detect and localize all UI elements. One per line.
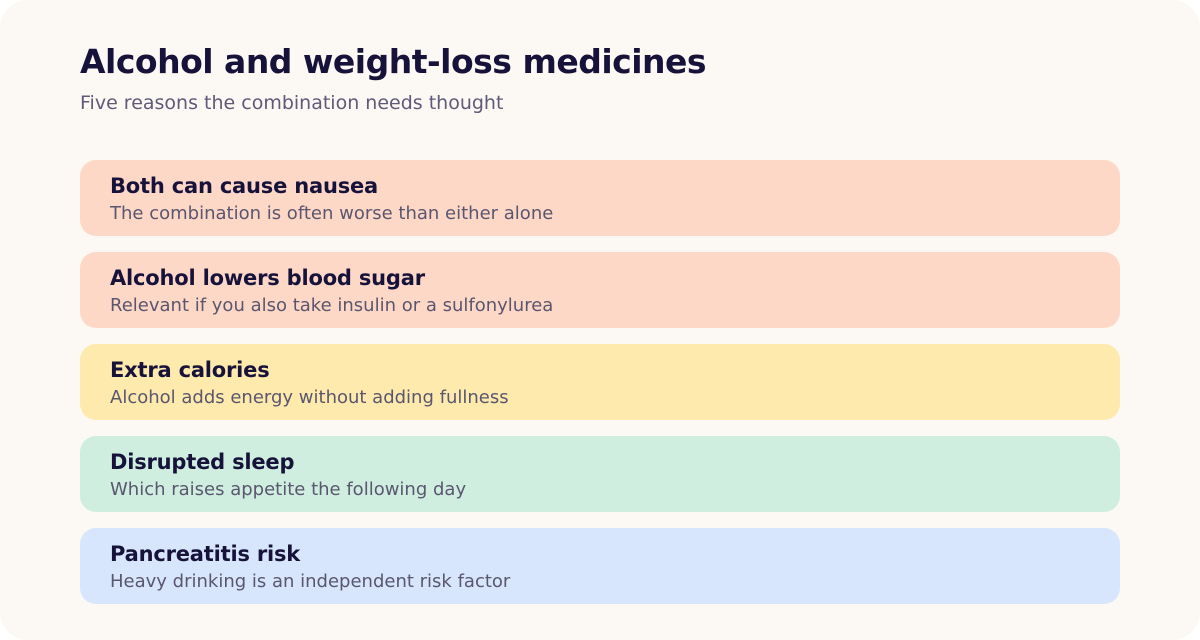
list-item-calories: Extra calories Alcohol adds energy witho… bbox=[80, 344, 1120, 420]
list-item-title: Both can cause nausea bbox=[110, 174, 379, 198]
list-item-blood-sugar: Alcohol lowers blood sugar Relevant if y… bbox=[80, 252, 1120, 328]
list-item-title: Pancreatitis risk bbox=[110, 542, 301, 566]
reasons-list: Both can cause nausea The combination is… bbox=[80, 160, 1120, 604]
list-item-description: Which raises appetite the following day bbox=[110, 479, 467, 500]
list-item-description: Alcohol adds energy without adding fulln… bbox=[110, 387, 509, 408]
page-subtitle: Five reasons the combination needs thoug… bbox=[80, 92, 504, 114]
list-item-pancreatitis: Pancreatitis risk Heavy drinking is an i… bbox=[80, 528, 1120, 604]
list-item-description: Heavy drinking is an independent risk fa… bbox=[110, 571, 511, 592]
list-item-sleep: Disrupted sleep Which raises appetite th… bbox=[80, 436, 1120, 512]
list-item-title: Extra calories bbox=[110, 358, 270, 382]
list-item-title: Disrupted sleep bbox=[110, 450, 295, 474]
list-item-description: The combination is often worse than eith… bbox=[110, 203, 554, 224]
list-item-description: Relevant if you also take insulin or a s… bbox=[110, 295, 554, 316]
list-item-title: Alcohol lowers blood sugar bbox=[110, 266, 425, 290]
list-item-nausea: Both can cause nausea The combination is… bbox=[80, 160, 1120, 236]
page-title: Alcohol and weight-loss medicines bbox=[80, 42, 707, 81]
